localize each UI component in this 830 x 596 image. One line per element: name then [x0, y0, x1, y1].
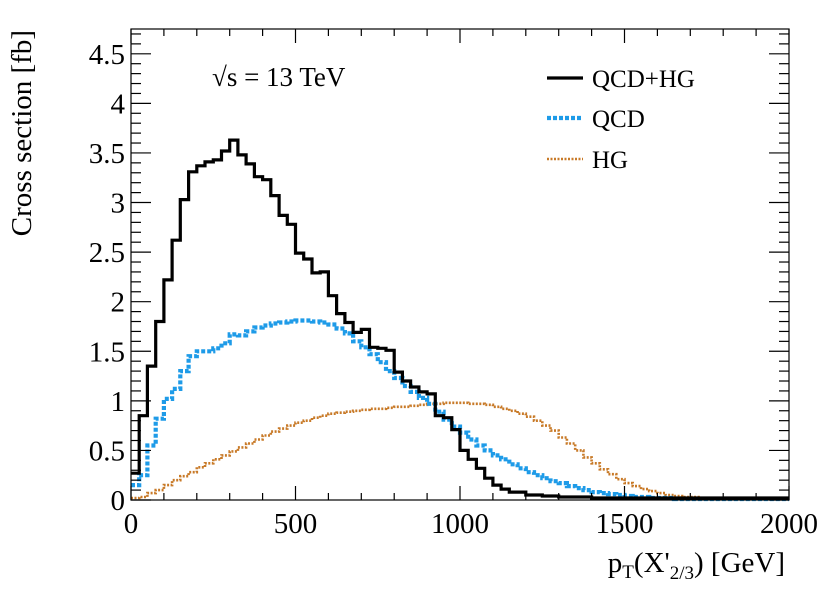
legend-label: QCD: [592, 106, 645, 133]
energy-annotation: √s = 13 TeV: [212, 62, 346, 92]
y-tick-label: 2.5: [89, 237, 125, 269]
y-axis-label: Cross section [fb]: [6, 30, 38, 236]
y-tick-label: 3: [111, 188, 126, 220]
x-tick-label: 500: [274, 508, 318, 540]
legend-label: QCD+HG: [592, 66, 695, 93]
tick-labels-layer: 0 500 1000 1500 2000 0 0.5 1 1.5 2 2.5 3 3.5 4 4.5: [89, 39, 818, 540]
y-tick-label: 4.5: [89, 39, 125, 71]
y-tick-label: 0.5: [89, 435, 125, 467]
x-axis-label: pT(X'2/3) [GeV]: [608, 547, 785, 584]
y-tick-label: 4: [111, 88, 126, 120]
y-tick-label: 1: [111, 386, 126, 418]
x-tick-label: 2000: [760, 508, 818, 540]
legend: QCD+HG QCD HG: [547, 66, 695, 174]
y-tick-label: 1.5: [89, 336, 125, 368]
series-line-qcd-hg: [131, 138, 789, 500]
legend-label: HG: [592, 147, 628, 174]
series-line-hg: [131, 401, 789, 500]
y-tick-label: 0: [111, 485, 126, 517]
y-tick-label: 2: [111, 287, 126, 319]
ticks-layer: [130, 29, 790, 501]
x-tick-label: 1500: [596, 508, 654, 540]
y-tick-label: 3.5: [89, 138, 125, 170]
x-tick-label: 1000: [431, 508, 489, 540]
x-tick-label: 0: [124, 508, 139, 540]
